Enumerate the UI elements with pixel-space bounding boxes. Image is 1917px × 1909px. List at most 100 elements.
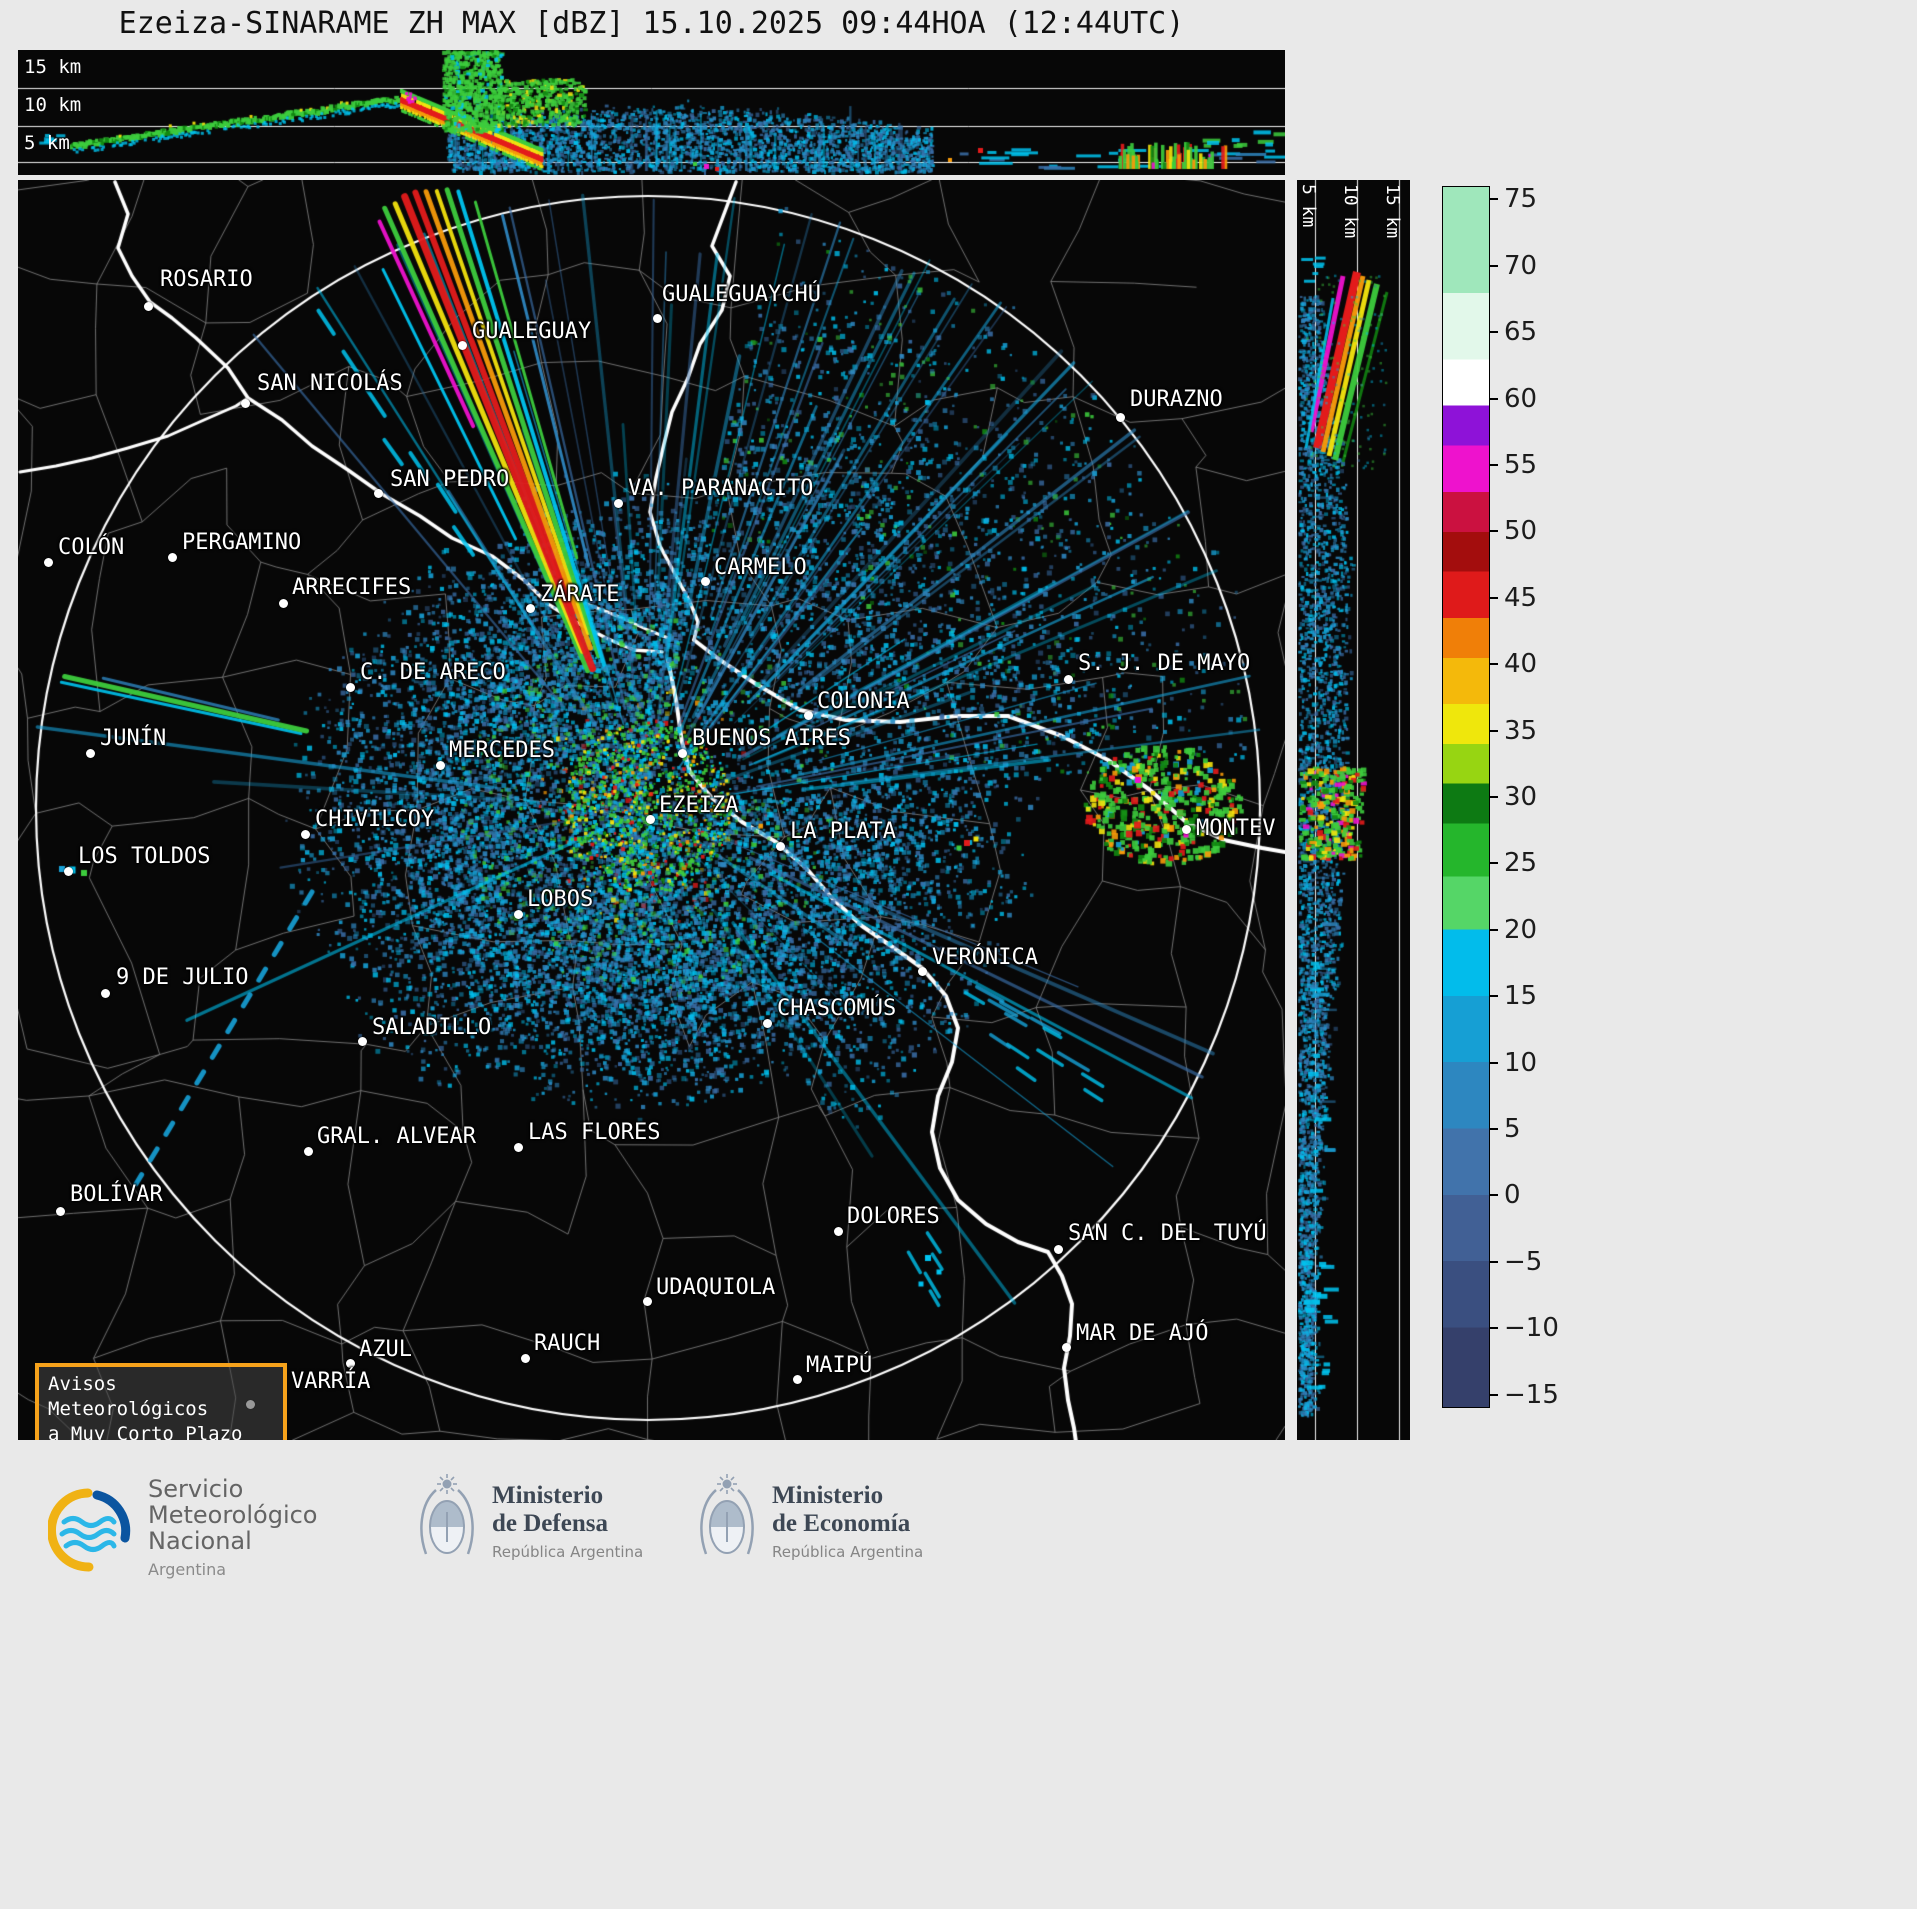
city-dot: [804, 711, 813, 720]
city-label: AZUL: [359, 1337, 412, 1362]
city-dot: [526, 604, 535, 613]
city-dot: [346, 1359, 355, 1368]
city-label: ROSARIO: [160, 267, 253, 292]
city-label: VARRÍA: [291, 1369, 371, 1394]
city-label: VERÓNICA: [932, 945, 1038, 970]
coat-of-arms-icon: [700, 1474, 754, 1555]
city-dot: [458, 341, 467, 350]
colorbar-tick-label: 20: [1504, 914, 1538, 945]
city-label: CHIVILCOY: [315, 807, 435, 832]
city-dot: [279, 599, 288, 608]
city-label: BUENOS AIRES: [692, 726, 851, 751]
city-dot: [643, 1297, 652, 1306]
city-label: GRAL. ALVEAR: [317, 1124, 476, 1149]
colorbar-tick-mark: [1490, 1260, 1498, 1263]
height-label-5km-vert: 5 km: [1298, 184, 1319, 228]
city-dot: [776, 842, 785, 851]
city-label: COLONIA: [817, 689, 910, 714]
smn-line2: Meteorológico: [148, 1501, 318, 1529]
city-dot: [793, 1375, 802, 1384]
colorbar: [1442, 186, 1490, 1408]
city-dot: [64, 867, 73, 876]
colorbar-tick-mark: [1490, 463, 1498, 466]
city-label: DOLORES: [847, 1204, 940, 1229]
colorbar-ticks: 75 70 65 60 55 50 45 40 35 30 25 20 15 10 5 0 −5 −10 −15: [1490, 0, 1580, 1909]
city-dot: [521, 1354, 530, 1363]
city-dot: [374, 489, 383, 498]
city-dot: [614, 499, 623, 508]
city-dot: [653, 314, 662, 323]
city-label: GUALEGUAYCHÚ: [662, 282, 821, 307]
city-label: SALADILLO: [372, 1015, 492, 1040]
city-dot: [436, 761, 445, 770]
colorbar-tick-label: 60: [1504, 383, 1538, 414]
colorbar-tick-label: −5: [1504, 1246, 1543, 1277]
ns-cross-section-panel: 5 km 10 km 15 km: [1297, 180, 1410, 1440]
city-label: BOLÍVAR: [70, 1182, 163, 1207]
colorbar-tick-label: 0: [1504, 1180, 1521, 1211]
city-dot: [144, 302, 153, 311]
city-dot: [346, 683, 355, 692]
colorbar-tick-mark: [1490, 1327, 1498, 1330]
smn-line3: Nacional: [148, 1527, 252, 1555]
city-label: PERGAMINO: [182, 530, 302, 555]
city-label: DURAZNO: [1130, 387, 1223, 412]
colorbar-tick-label: 75: [1504, 184, 1538, 215]
city-label: ARRECIFES: [292, 575, 412, 600]
city-dot: [1182, 825, 1191, 834]
ew-cross-section-panel: 15 km 10 km 5 km: [18, 50, 1285, 175]
colorbar-tick-label: 40: [1504, 649, 1538, 680]
colorbar-tick-mark: [1490, 796, 1498, 798]
height-label-15km: 15 km: [24, 56, 82, 78]
city-label: MAIPÚ: [806, 1353, 873, 1378]
city-dot: [1062, 1343, 1071, 1352]
colorbar-tick-mark: [1490, 862, 1498, 865]
ew-cross-section-canvas: [18, 50, 1285, 175]
city-label: LOS TOLDOS: [78, 844, 211, 869]
city-dot: [358, 1037, 367, 1046]
city-label: EZEIZA: [659, 793, 739, 818]
colorbar-tick-mark: [1490, 331, 1498, 334]
city-label: VA. PARANACITO: [628, 476, 814, 501]
colorbar-tick-label: 15: [1504, 981, 1538, 1012]
radar-map-canvas: [18, 180, 1285, 1440]
economia-line1: Ministerio: [772, 1481, 884, 1509]
colorbar-tick-label: 70: [1504, 250, 1538, 281]
city-dot: [56, 1207, 65, 1216]
city-dot: [1054, 1245, 1063, 1254]
height-label-10km-vert: 10 km: [1340, 184, 1361, 239]
city-dot: [44, 558, 53, 567]
city-label: UDAQUIOLA: [656, 1275, 776, 1300]
colorbar-tick-label: 35: [1504, 715, 1538, 746]
defensa-line3: República Argentina: [492, 1542, 644, 1561]
colorbar-tick-label: 5: [1504, 1114, 1521, 1145]
city-label: CARMELO: [714, 555, 807, 580]
colorbar-tick-label: −15: [1504, 1379, 1559, 1410]
defensa-line1: Ministerio: [492, 1481, 604, 1509]
city-dot: [1116, 413, 1125, 422]
city-dot: [763, 1019, 772, 1028]
smn-logo: [48, 1488, 131, 1572]
city-label: SAN PEDRO: [390, 467, 510, 492]
city-label: SAN NICOLÁS: [257, 371, 403, 396]
colorbar-tick-mark: [1490, 264, 1498, 267]
colorbar-tick-label: −10: [1504, 1313, 1559, 1344]
alert-line1: Avisos Meteorológicos: [48, 1373, 209, 1420]
colorbar-tick-label: 25: [1504, 848, 1538, 879]
city-label: MAR DE AJÓ: [1076, 1321, 1209, 1346]
city-dot: [701, 577, 710, 586]
city-label: 9 DE JULIO: [116, 965, 249, 990]
city-label: RAUCH: [534, 1331, 601, 1356]
city-dot: [834, 1227, 843, 1236]
figure-title: Ezeiza-SINARAME ZH MAX [dBZ] 15.10.2025 …: [118, 6, 1185, 41]
city-dot: [1064, 675, 1073, 684]
city-label: GUALEGUAY: [472, 319, 592, 344]
smn-line1: Servicio: [148, 1475, 244, 1503]
colorbar-tick-label: 55: [1504, 449, 1538, 480]
defensa-line2: de Defensa: [492, 1509, 608, 1537]
colorbar-tick-mark: [1490, 397, 1498, 400]
ns-cross-section-canvas: [1297, 180, 1410, 1440]
city-label: LOBOS: [527, 887, 594, 912]
city-label: S. J. DE MAYO: [1078, 651, 1251, 676]
colorbar-tick-mark: [1490, 663, 1498, 666]
